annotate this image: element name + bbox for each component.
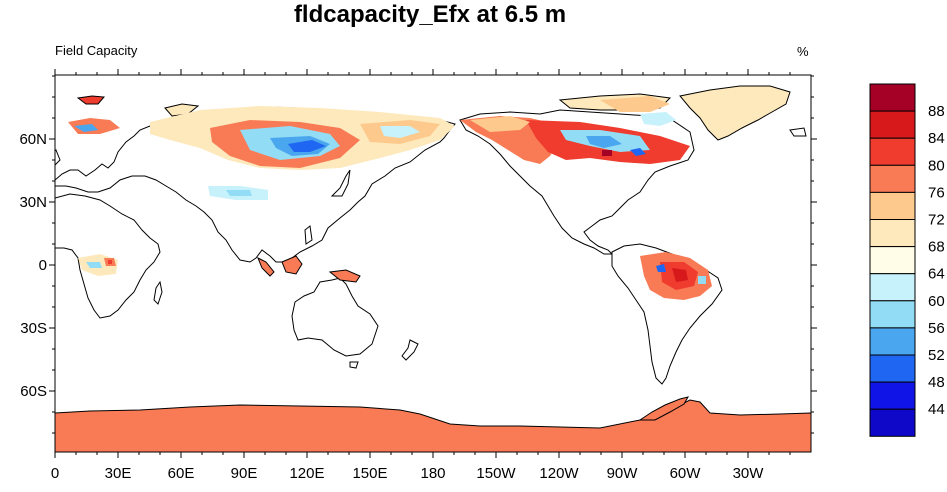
colorbar-swatch [869, 246, 916, 275]
colorbar-swatch [869, 164, 916, 193]
tasmania [349, 361, 359, 369]
map-title: fldcapacity_Efx at 6.5 m [293, 1, 567, 28]
colorbar: 88 84 80 76 72 68 64 60 56 52 48 44 [869, 83, 945, 437]
lat-label: 30N [19, 194, 47, 211]
units-label: % [797, 44, 809, 59]
madagascar [153, 280, 163, 305]
colorbar-level-label: 52 [928, 347, 945, 364]
antarctic-peninsula [638, 396, 690, 421]
lat-label: 30S [20, 320, 47, 337]
lon-label: 30E [105, 465, 132, 482]
lon-label: 180 [420, 465, 445, 482]
svalbard [76, 95, 106, 105]
lon-label: 60E [168, 465, 195, 482]
north-america-field [460, 96, 690, 164]
antarctica-field [55, 399, 811, 452]
greenland [679, 85, 791, 141]
longitude-axis: 0 30E 60E 90E 120E 150E 180 150W 120W 90W 60W 30W [51, 69, 791, 482]
colorbar-level-label: 80 [928, 157, 945, 174]
colorbar-swatch [869, 273, 916, 302]
colorbar-swatch [869, 219, 916, 248]
siberia-field [68, 106, 455, 200]
lon-label: 90W [607, 465, 639, 482]
novaya-zemlya [164, 103, 200, 117]
lon-label: 150W [476, 465, 516, 482]
colorbar-swatch [869, 300, 916, 329]
colorbar-level-label: 64 [928, 266, 945, 283]
latitude-axis: 60N 30N 0 30S 60S [19, 75, 817, 434]
variable-long-name: Field Capacity [55, 43, 138, 58]
borneo [281, 255, 303, 275]
lat-label: 0 [39, 257, 47, 274]
colorbar-level-label: 88 [928, 103, 945, 120]
lon-label: 60W [670, 465, 702, 482]
australia-landmass [291, 277, 379, 357]
lon-label: 90E [231, 465, 258, 482]
colorbar-swatch [869, 191, 916, 220]
colorbar-level-label: 68 [928, 239, 945, 256]
lon-label: 30W [733, 465, 765, 482]
colorbar-swatch [869, 354, 916, 383]
uk-ireland [55, 149, 61, 166]
colorbar-level-label: 60 [928, 293, 945, 310]
lat-label: 60N [19, 131, 47, 148]
congo-field [78, 254, 118, 276]
sumatra [257, 256, 275, 277]
japan [330, 169, 351, 197]
colorbar-level-label: 56 [928, 320, 945, 337]
colorbar-level-label: 44 [928, 401, 945, 418]
lon-label: 120E [289, 465, 324, 482]
colorbar-level-label: 84 [928, 130, 945, 147]
colorbar-swatch [869, 83, 916, 112]
colorbar-swatch [869, 327, 916, 356]
colorbar-level-label: 48 [928, 374, 945, 391]
philippines [304, 225, 313, 245]
lon-label: 120W [539, 465, 579, 482]
new-guinea [328, 269, 361, 283]
map-field-layer [55, 85, 811, 452]
colorbar-swatch [869, 137, 916, 166]
colorbar-swatch [869, 110, 916, 139]
amazon-field [640, 252, 712, 300]
lon-label: 0 [51, 465, 59, 482]
colorbar-level-label: 72 [928, 212, 945, 229]
africa-landmass [55, 193, 161, 319]
colorbar-swatch [869, 408, 916, 437]
new-zealand [401, 339, 419, 361]
iceland [789, 127, 807, 137]
colorbar-swatch [869, 381, 916, 410]
lat-label: 60S [20, 383, 47, 400]
lon-label: 150E [352, 465, 387, 482]
colorbar-level-label: 76 [928, 184, 945, 201]
